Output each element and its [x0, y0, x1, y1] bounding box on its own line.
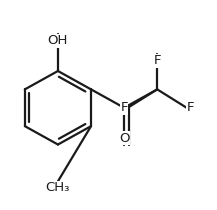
Text: F: F: [120, 101, 128, 114]
Text: F: F: [153, 54, 161, 67]
Text: O: O: [119, 131, 129, 144]
Text: OH: OH: [48, 34, 68, 47]
Text: F: F: [187, 101, 194, 114]
Text: CH₃: CH₃: [46, 181, 70, 194]
